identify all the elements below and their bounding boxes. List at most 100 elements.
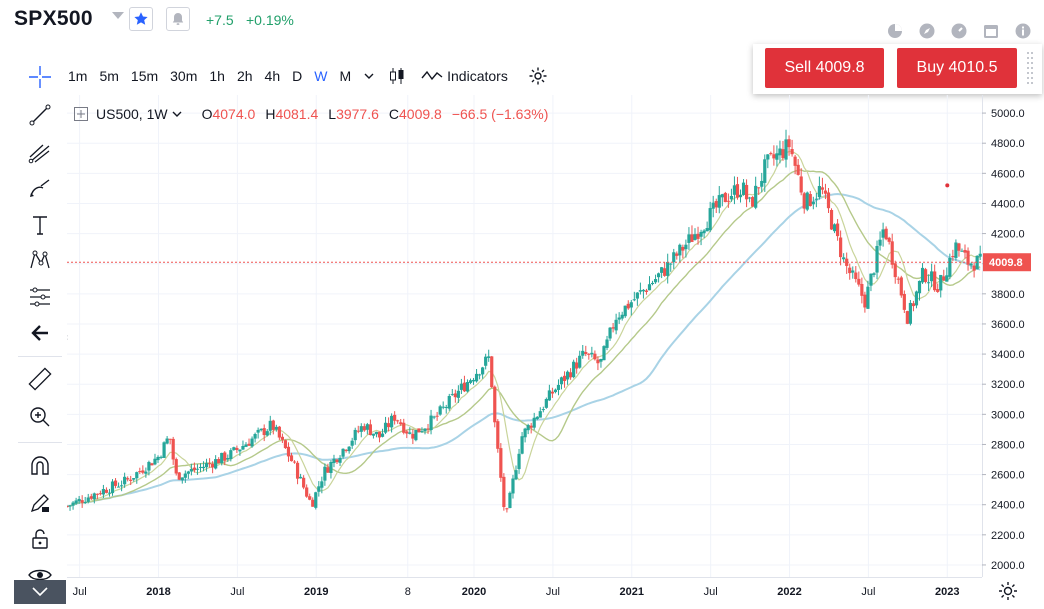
info-icon[interactable] <box>1014 22 1032 40</box>
text-tool[interactable] <box>14 208 66 242</box>
candle <box>835 219 840 241</box>
buy-button[interactable]: Buy 4010.5 <box>897 48 1017 88</box>
candle <box>966 247 970 271</box>
brush-tool[interactable] <box>14 172 66 206</box>
symbol-title[interactable]: SPX500 <box>14 7 93 30</box>
crosshair-icon <box>29 66 51 88</box>
candle <box>353 427 357 445</box>
expand-legend-icon[interactable] <box>74 107 88 121</box>
candle <box>584 345 588 357</box>
candle <box>374 431 379 438</box>
candle <box>678 243 682 263</box>
candle <box>204 458 209 472</box>
x-tick-label: Jul <box>546 586 560 598</box>
symbol-dropdown-icon[interactable] <box>112 12 124 19</box>
candle <box>899 275 903 298</box>
candle <box>420 427 424 433</box>
candle <box>814 192 818 208</box>
candle <box>638 282 642 295</box>
timeframe-30m[interactable]: 30m <box>170 68 198 84</box>
compass-icon[interactable] <box>918 22 936 40</box>
collapse-toolbar-button[interactable] <box>14 580 66 604</box>
candle <box>286 442 291 462</box>
candle <box>356 425 360 434</box>
candle <box>171 436 175 465</box>
candle <box>502 473 506 511</box>
magnet-tool[interactable] <box>14 450 66 484</box>
candle <box>474 368 479 383</box>
timeframe-4h[interactable]: 4h <box>264 68 281 84</box>
favorite-button[interactable] <box>129 7 153 31</box>
ruler-tool[interactable] <box>14 362 66 396</box>
magnet-icon <box>31 456 49 475</box>
candle <box>617 312 621 324</box>
candle <box>905 310 909 325</box>
gauge-icon[interactable] <box>950 22 968 40</box>
candle-type-icon[interactable] <box>387 66 407 86</box>
candle <box>399 418 403 426</box>
candle <box>214 455 218 470</box>
settings-gear-icon[interactable] <box>528 66 548 86</box>
timeframe-W[interactable]: W <box>314 68 328 84</box>
time-axis[interactable]: Jul 2018 Jul 2019 8 2020 Jul 2021 Jul 2022 Jul 2023 <box>67 577 982 606</box>
y-tick-label: 4600.0 <box>991 168 1025 180</box>
sell-button[interactable]: Sell 4009.8 <box>765 48 884 88</box>
price-chart[interactable]: ‹ <box>67 95 982 577</box>
candle <box>232 446 236 451</box>
candle <box>587 353 591 360</box>
candle <box>259 428 263 432</box>
legend-change: −66.5 (−1.63%) <box>451 106 549 122</box>
x-tick-label: 8 <box>405 586 411 598</box>
timeframe-D[interactable]: D <box>292 68 303 84</box>
drag-handle-icon[interactable] <box>1026 50 1034 88</box>
y-tick-label: 2800.0 <box>991 439 1025 451</box>
zoom-tool[interactable] <box>14 400 66 434</box>
timeframe-15m[interactable]: 15m <box>130 68 159 84</box>
pie-chart-icon[interactable] <box>886 22 904 40</box>
calendar-icon[interactable] <box>982 22 1000 40</box>
price-axis[interactable]: 2000.0 2200.0 2400.0 2600.0 2800.0 3000.0 3200… <box>982 95 1044 577</box>
candle <box>308 493 312 501</box>
x-tick-label: 2020 <box>462 586 486 598</box>
timeframe-1m[interactable]: 1m <box>68 68 88 84</box>
candle <box>717 186 721 214</box>
candle <box>726 193 730 208</box>
candle <box>954 239 958 261</box>
legend-instrument[interactable]: US500, 1W <box>96 106 168 122</box>
timeframe-M[interactable]: M <box>339 68 352 84</box>
candle <box>444 404 448 414</box>
candle <box>468 378 473 385</box>
fib-tool[interactable] <box>14 136 66 170</box>
candle <box>517 448 521 474</box>
candle <box>135 471 139 484</box>
unlock-icon <box>32 529 48 549</box>
hide-toolbar-tool[interactable] <box>14 316 66 350</box>
candle <box>311 497 315 507</box>
candle <box>599 358 603 368</box>
alert-button[interactable] <box>166 7 190 31</box>
pattern-icon <box>30 250 50 269</box>
measure-range-tool[interactable] <box>14 280 66 314</box>
candle <box>414 429 418 442</box>
y-tick-label: 4400.0 <box>991 198 1025 210</box>
timeframe-5m[interactable]: 5m <box>99 68 119 84</box>
candle <box>274 424 278 432</box>
chevron-down-icon[interactable] <box>172 109 182 119</box>
candle <box>784 129 788 168</box>
timeframe-1h[interactable]: 1h <box>209 68 225 84</box>
trendline-tool[interactable] <box>14 98 66 132</box>
timeframe-2h[interactable]: 2h <box>236 68 253 84</box>
crosshair-tool[interactable] <box>14 60 66 94</box>
chevron-down-icon[interactable] <box>363 70 375 82</box>
visibility-tool[interactable] <box>14 558 66 592</box>
lock-tool[interactable] <box>14 522 66 556</box>
candle <box>86 493 90 504</box>
lock-drawing-tool[interactable] <box>14 486 66 520</box>
chevron-down-icon <box>32 587 48 597</box>
candle <box>562 371 567 388</box>
candle <box>292 460 297 464</box>
legend-open-label: O <box>201 106 213 122</box>
pattern-tool[interactable] <box>14 244 66 278</box>
chart-settings-button[interactable] <box>996 579 1020 603</box>
indicators-button[interactable]: Indicators <box>447 68 508 84</box>
